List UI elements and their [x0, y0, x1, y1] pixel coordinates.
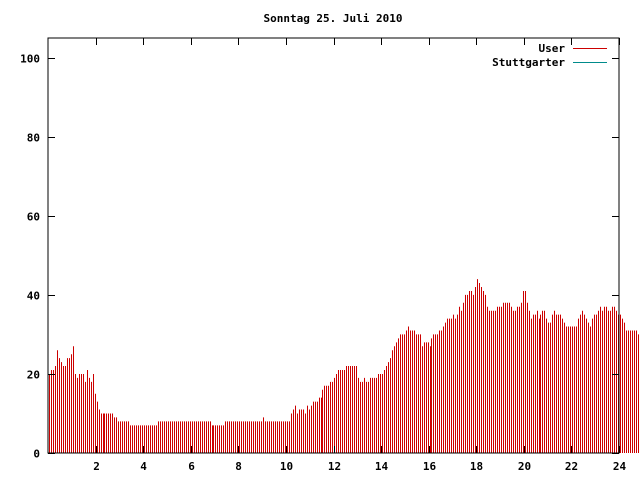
legend-label: User	[539, 42, 566, 55]
x-axis: 2 4 6 8 10 12 14 16 18 20 22 24	[93, 38, 626, 473]
y-tick-label: 40	[27, 290, 40, 303]
x-tick-label: 22	[565, 460, 578, 473]
bar-series-user	[49, 279, 639, 453]
legend-label: Stuttgarter	[492, 56, 565, 69]
y-tick-label: 60	[27, 211, 40, 224]
x-tick-label: 10	[280, 460, 293, 473]
x-tick-label: 6	[188, 460, 195, 473]
y-tick-label: 80	[27, 132, 40, 145]
y-tick-label: 20	[27, 369, 40, 382]
x-tick-label: 20	[518, 460, 531, 473]
x-tick-label: 16	[423, 460, 437, 473]
plot-frame	[47, 37, 620, 454]
x-tick-label: 18	[470, 460, 483, 473]
y-tick-label: 100	[20, 53, 40, 66]
x-tick-label: 12	[328, 460, 341, 473]
x-tick-label: 8	[235, 460, 242, 473]
x-tick-label: 4	[140, 460, 147, 473]
x-tick-label: 24	[613, 460, 627, 473]
x-tick-label: 2	[93, 460, 100, 473]
x-tick-label: 14	[375, 460, 389, 473]
y-axis: 0 20 40 60 80 100	[20, 53, 619, 461]
chart-title: Sonntag 25. Juli 2010	[263, 12, 402, 25]
y-tick-label: 0	[33, 448, 40, 461]
